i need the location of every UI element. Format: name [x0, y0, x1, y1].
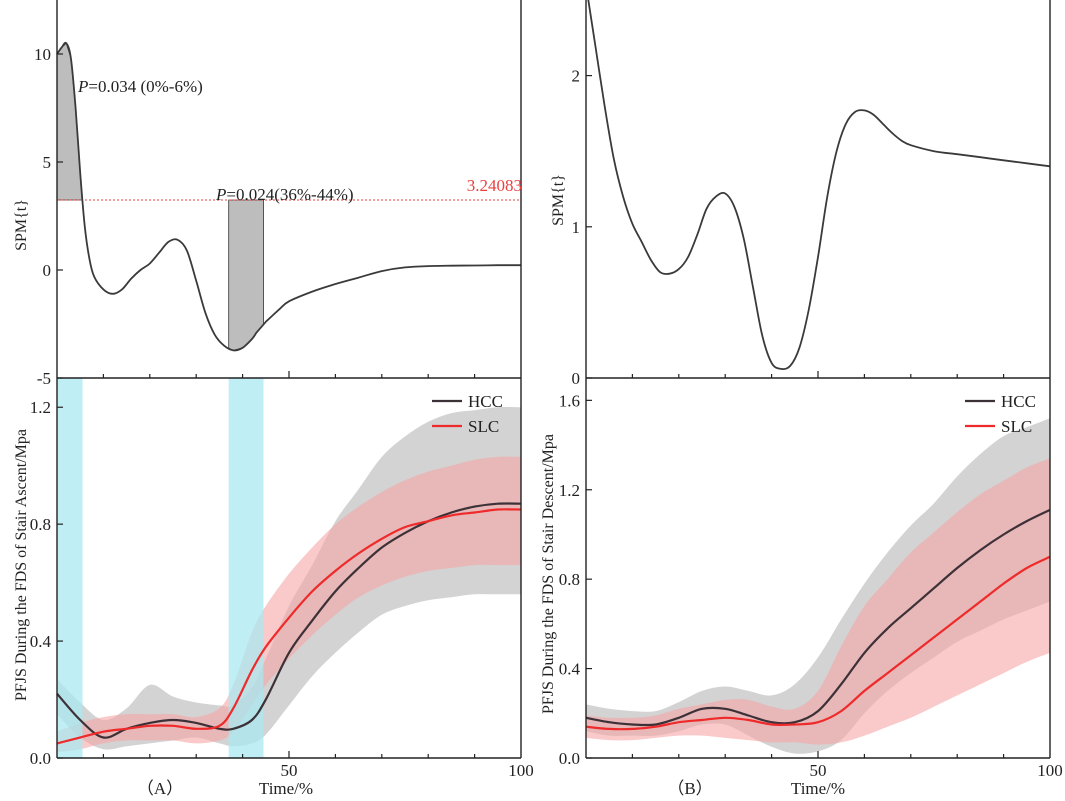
y-tick-label: 1.2	[559, 481, 580, 500]
suprathreshold-cluster-2	[229, 200, 264, 350]
significance-highlight-2	[229, 378, 264, 758]
spm-curve	[586, 0, 1050, 369]
slc-sd-band	[57, 457, 521, 753]
y-tick-label: 10	[34, 45, 51, 64]
legend-slc-label: SLC	[1001, 417, 1032, 436]
y-tick-label: 5	[43, 153, 52, 172]
x-tick-label: 100	[1037, 761, 1063, 780]
x-tick-label: 50	[281, 761, 298, 780]
cluster-2-annotation: P=0.024(36%-44%)	[215, 185, 354, 204]
threshold-label: 3.24083	[467, 176, 522, 195]
y-tick-label: 1.6	[559, 391, 580, 410]
panel-b-label: （B）	[667, 779, 712, 798]
panel-b-legend: HCC SLC	[965, 392, 1036, 436]
panel-a-xlabel: Time/%	[259, 779, 313, 798]
y-tick-label: 0.8	[559, 570, 580, 589]
y-tick-label: 0.8	[30, 515, 51, 534]
panel-b-top-ylabel: SPM{t}	[550, 174, 567, 226]
x-tick-label: 100	[508, 761, 534, 780]
x-tick-label: 50	[810, 761, 827, 780]
legend-hcc-label: HCC	[1001, 392, 1036, 411]
panel-b-bottom-bands	[586, 418, 1050, 754]
y-tick-label: 1.2	[30, 398, 51, 417]
significance-highlight-1	[57, 378, 83, 758]
figure-canvas: -5 0 5 10 0.0 0.4 0.8 1.2 50 100 0 1 2 0.0 0.4 0.8 1.2 1.…	[0, 0, 1065, 801]
panel-b-bottom-ylabel: PFJS During the FDS of Stair Descent/Mpa	[540, 434, 557, 714]
y-tick-label: 2	[572, 67, 581, 86]
suprathreshold-cluster-1	[57, 43, 83, 200]
y-tick-label: 0	[572, 369, 581, 388]
y-tick-label: 0.0	[30, 749, 51, 768]
panel-a-top-ylabel: SPM{t}	[13, 199, 30, 251]
panel-b-top-plot	[586, 0, 1050, 369]
legend-slc-label: SLC	[468, 417, 499, 436]
y-tick-label: 0	[43, 261, 52, 280]
y-tick-label: 1	[572, 218, 581, 237]
legend-hcc-label: HCC	[468, 392, 503, 411]
panel-a-bottom-ylabel: PFJS During the FDS of Stair Ascent/Mpa	[13, 429, 30, 701]
cluster-1-annotation: P=0.034 (0%-6%)	[77, 77, 203, 96]
panel-a-label: （A）	[137, 779, 183, 798]
y-tick-label: 0.0	[559, 749, 580, 768]
panel-a-bottom-bands	[57, 407, 521, 752]
y-tick-label: 0.4	[30, 632, 52, 651]
y-tick-label: 0.4	[559, 660, 581, 679]
panel-b-xlabel: Time/%	[791, 779, 845, 798]
y-tick-label: -5	[37, 369, 51, 388]
